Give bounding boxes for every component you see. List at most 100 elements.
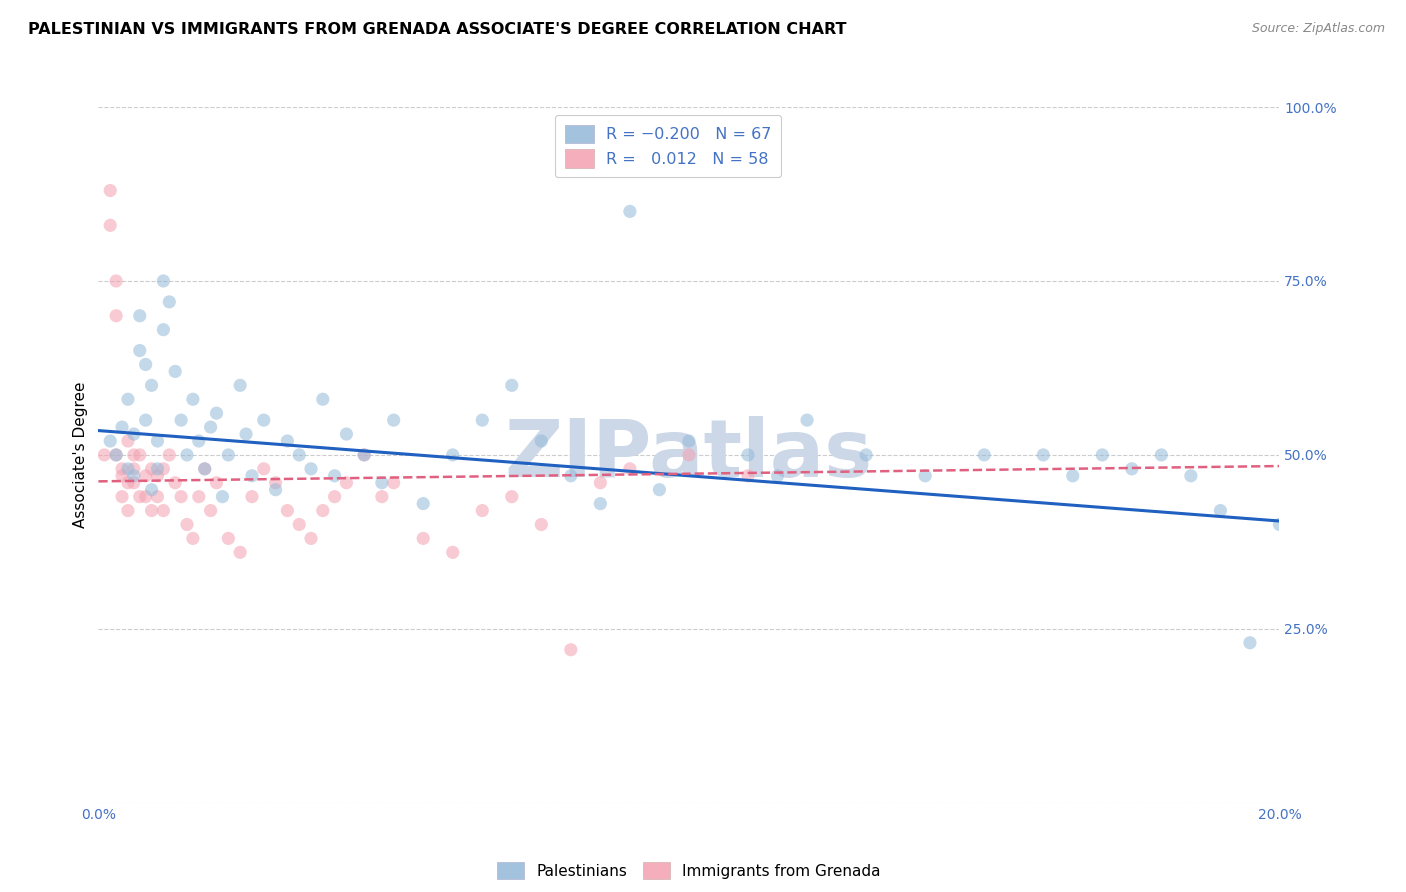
Point xyxy=(176,448,198,462)
Point xyxy=(117,434,139,448)
Point xyxy=(648,483,671,497)
Point xyxy=(111,490,134,504)
Point xyxy=(353,448,375,462)
Point xyxy=(128,343,150,358)
Point xyxy=(128,448,150,462)
Point xyxy=(288,448,311,462)
Point xyxy=(128,309,150,323)
Point xyxy=(323,490,346,504)
Point xyxy=(501,378,523,392)
Point xyxy=(152,503,174,517)
Point xyxy=(98,184,121,198)
Point xyxy=(737,468,759,483)
Point xyxy=(312,503,335,517)
Point xyxy=(135,490,157,504)
Point xyxy=(141,462,163,476)
Point xyxy=(353,448,375,462)
Text: PALESTINIAN VS IMMIGRANTS FROM GRENADA ASSOCIATE'S DEGREE CORRELATION CHART: PALESTINIAN VS IMMIGRANTS FROM GRENADA A… xyxy=(28,22,846,37)
Point xyxy=(135,413,157,427)
Point xyxy=(264,475,287,490)
Point xyxy=(122,427,145,442)
Point xyxy=(98,219,121,233)
Point xyxy=(211,490,233,504)
Point xyxy=(128,490,150,504)
Point xyxy=(1239,636,1261,650)
Point xyxy=(312,392,335,407)
Point xyxy=(105,274,128,288)
Point xyxy=(335,475,357,490)
Legend: Palestinians, Immigrants from Grenada: Palestinians, Immigrants from Grenada xyxy=(491,855,887,886)
Point xyxy=(1032,448,1054,462)
Point xyxy=(117,503,139,517)
Point xyxy=(146,462,169,476)
Point xyxy=(619,204,641,219)
Point xyxy=(678,434,700,448)
Point xyxy=(530,434,553,448)
Point xyxy=(299,462,322,476)
Point xyxy=(217,448,239,462)
Point xyxy=(264,483,287,497)
Point xyxy=(1121,462,1143,476)
Point xyxy=(105,448,128,462)
Point xyxy=(276,434,298,448)
Point xyxy=(122,448,145,462)
Point xyxy=(165,364,187,378)
Point xyxy=(176,517,198,532)
Point xyxy=(181,392,204,407)
Point xyxy=(501,490,523,504)
Point xyxy=(229,378,252,392)
Point xyxy=(117,475,139,490)
Point xyxy=(194,462,217,476)
Point xyxy=(560,642,582,657)
Point xyxy=(288,517,311,532)
Text: Source: ZipAtlas.com: Source: ZipAtlas.com xyxy=(1251,22,1385,36)
Point xyxy=(441,545,464,559)
Point xyxy=(1180,468,1202,483)
Point xyxy=(117,462,139,476)
Point xyxy=(93,448,115,462)
Point xyxy=(98,434,121,448)
Point xyxy=(471,413,494,427)
Point xyxy=(157,294,180,309)
Point xyxy=(1268,517,1291,532)
Y-axis label: Associate's Degree: Associate's Degree xyxy=(73,382,89,528)
Point xyxy=(589,497,612,511)
Point xyxy=(152,323,174,337)
Point xyxy=(560,468,582,483)
Point xyxy=(111,462,134,476)
Point xyxy=(111,468,134,483)
Point xyxy=(135,358,157,372)
Point xyxy=(299,532,322,546)
Point xyxy=(253,413,276,427)
Point xyxy=(1150,448,1173,462)
Point xyxy=(122,462,145,476)
Point xyxy=(530,517,553,532)
Point xyxy=(194,462,217,476)
Point xyxy=(855,448,877,462)
Point xyxy=(135,468,157,483)
Point xyxy=(441,448,464,462)
Text: ZIPatlas: ZIPatlas xyxy=(505,416,873,494)
Point xyxy=(471,503,494,517)
Point xyxy=(678,448,700,462)
Point xyxy=(796,413,818,427)
Point xyxy=(371,490,394,504)
Point xyxy=(1209,503,1232,517)
Point xyxy=(1091,448,1114,462)
Point xyxy=(276,503,298,517)
Point xyxy=(371,475,394,490)
Point xyxy=(205,475,228,490)
Point xyxy=(200,420,222,434)
Point xyxy=(187,434,209,448)
Point xyxy=(165,475,187,490)
Point xyxy=(737,448,759,462)
Point xyxy=(170,490,193,504)
Point xyxy=(117,392,139,407)
Point xyxy=(200,503,222,517)
Point xyxy=(141,378,163,392)
Point xyxy=(240,468,263,483)
Point xyxy=(205,406,228,420)
Point xyxy=(141,503,163,517)
Point xyxy=(619,462,641,476)
Point xyxy=(152,274,174,288)
